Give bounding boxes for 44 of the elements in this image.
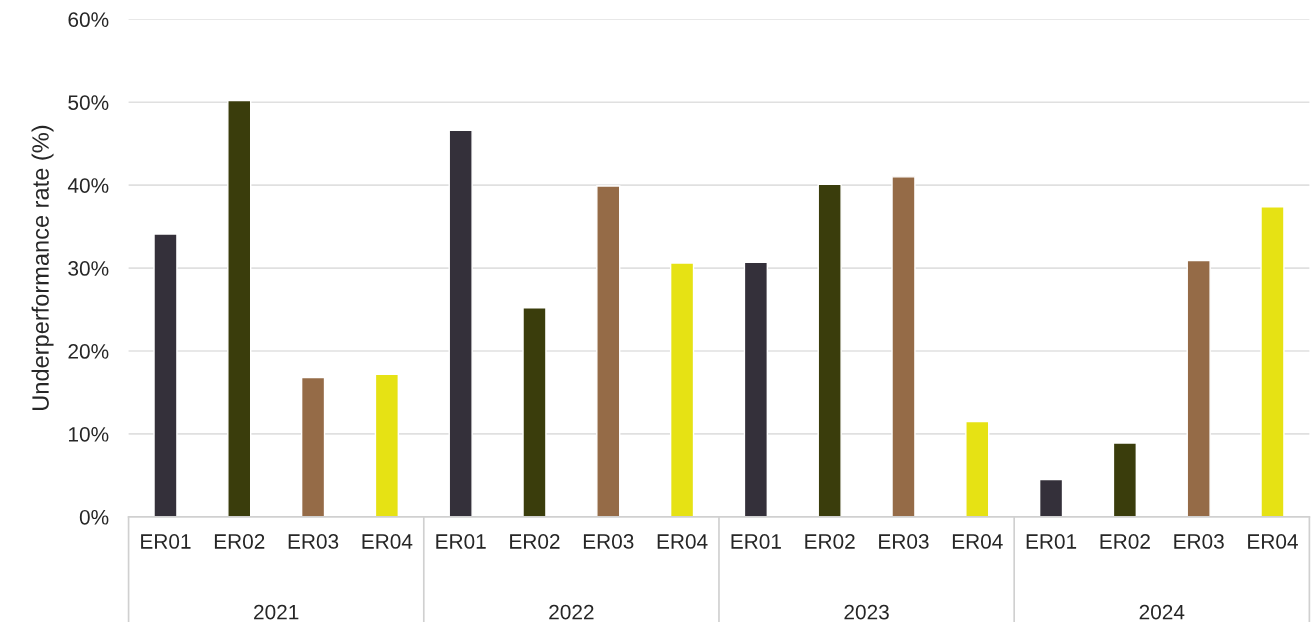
bar <box>1112 442 1138 517</box>
bar <box>448 129 473 517</box>
x-tick-label: ER01 <box>1026 534 1077 549</box>
text: 2023 <box>844 604 889 620</box>
y-tick-label: 0% <box>79 509 109 525</box>
bar <box>965 420 990 517</box>
bar <box>1038 478 1064 517</box>
x-tick-label: ER02 <box>805 534 855 549</box>
y-tick-label: 60% <box>68 12 109 28</box>
x-tick-label: ER04 <box>657 534 708 549</box>
x-tick-label: ER01 <box>731 534 781 549</box>
bar <box>153 233 178 517</box>
x-tick-label: ER01 <box>436 534 486 549</box>
bar <box>1186 259 1211 517</box>
x-tick-label: ER03 <box>288 534 339 549</box>
bar <box>743 261 769 517</box>
text: 2022 <box>549 604 594 620</box>
x-tick-label: ER02 <box>214 534 265 549</box>
bar <box>374 373 400 517</box>
x-tick-label: ER04 <box>952 534 1003 549</box>
y-tick-label: 50% <box>68 95 109 110</box>
bar <box>300 376 326 517</box>
x-tick-label: ER04 <box>1248 534 1298 549</box>
x-tick-label: ER02 <box>510 534 560 549</box>
x-tick-label: ER03 <box>583 534 634 549</box>
bar <box>817 183 842 517</box>
x-tick-label: ER01 <box>141 534 191 549</box>
y-tick-label: 30% <box>68 261 109 276</box>
x-tick-label: ER02 <box>1100 534 1150 549</box>
bar <box>891 176 916 517</box>
x-tick-label: ER03 <box>1174 534 1224 549</box>
bar <box>227 99 252 517</box>
y-tick-label: 10% <box>69 426 109 442</box>
y-axis-title: Underperformance rate (%) <box>31 125 54 410</box>
text: 2021 <box>254 604 299 620</box>
bar <box>1260 206 1285 517</box>
bar <box>596 185 621 517</box>
x-tick-label: ER04 <box>362 534 413 549</box>
bar <box>522 307 547 517</box>
y-tick-label: 20% <box>68 344 109 359</box>
text: 2024 <box>1139 604 1185 620</box>
x-tick-label: ER03 <box>879 534 929 549</box>
y-tick-label: 40% <box>67 178 109 193</box>
bar <box>669 262 695 517</box>
